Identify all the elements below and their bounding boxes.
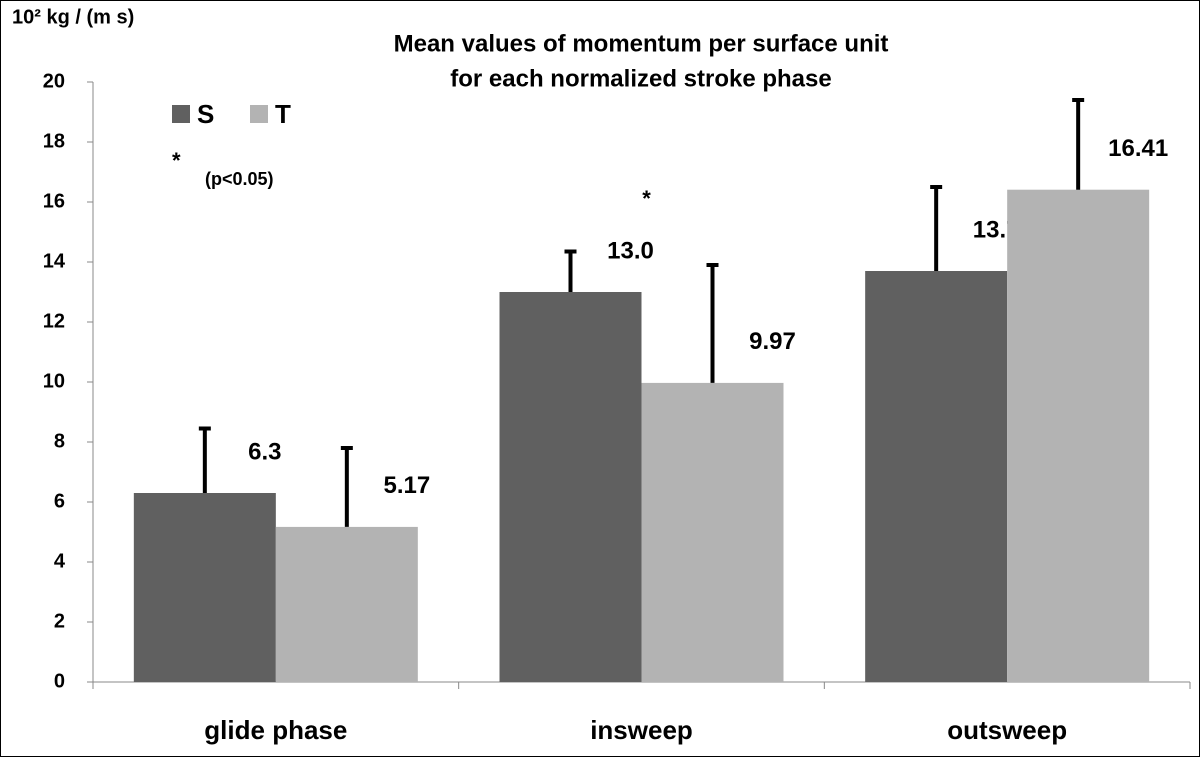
x-tick-label: glide phase [204, 715, 347, 745]
y-tick-label: 4 [54, 550, 66, 572]
bar [865, 271, 1008, 682]
y-tick-label: 18 [43, 130, 65, 152]
y-tick-label: 6 [54, 490, 65, 512]
bar [499, 292, 642, 682]
bar [275, 526, 418, 682]
chart-title: for each normalized stroke phase [450, 65, 831, 92]
legend-label: S [197, 99, 214, 129]
value-label: 6.3 [248, 438, 281, 465]
chart-title: Mean values of momentum per surface unit [394, 30, 889, 57]
value-label: 13.0 [607, 237, 654, 264]
x-tick-label: outsweep [947, 715, 1067, 745]
y-tick-label: 8 [54, 430, 65, 452]
annotation: * [172, 148, 181, 173]
y-axis-label: 10² kg / (m s) [12, 6, 134, 28]
value-label: 5.17 [383, 472, 430, 499]
annotation: * [642, 186, 651, 211]
legend-swatch [172, 105, 190, 123]
bar [133, 493, 276, 682]
y-tick-label: 16 [43, 190, 65, 212]
x-tick-label: insweep [590, 715, 693, 745]
annotation: (p<0.05) [205, 169, 274, 189]
y-tick-label: 12 [43, 310, 65, 332]
value-label: 16.41 [1108, 135, 1168, 162]
y-tick-label: 10 [43, 370, 65, 392]
bar [641, 382, 784, 682]
value-label: 9.97 [749, 328, 796, 355]
y-tick-label: 2 [54, 610, 65, 632]
y-tick-label: 20 [43, 70, 65, 92]
bar [1007, 189, 1150, 682]
legend-label: T [275, 99, 291, 129]
y-tick-label: 14 [43, 250, 66, 272]
y-tick-label: 0 [54, 670, 65, 692]
legend-swatch [250, 105, 268, 123]
